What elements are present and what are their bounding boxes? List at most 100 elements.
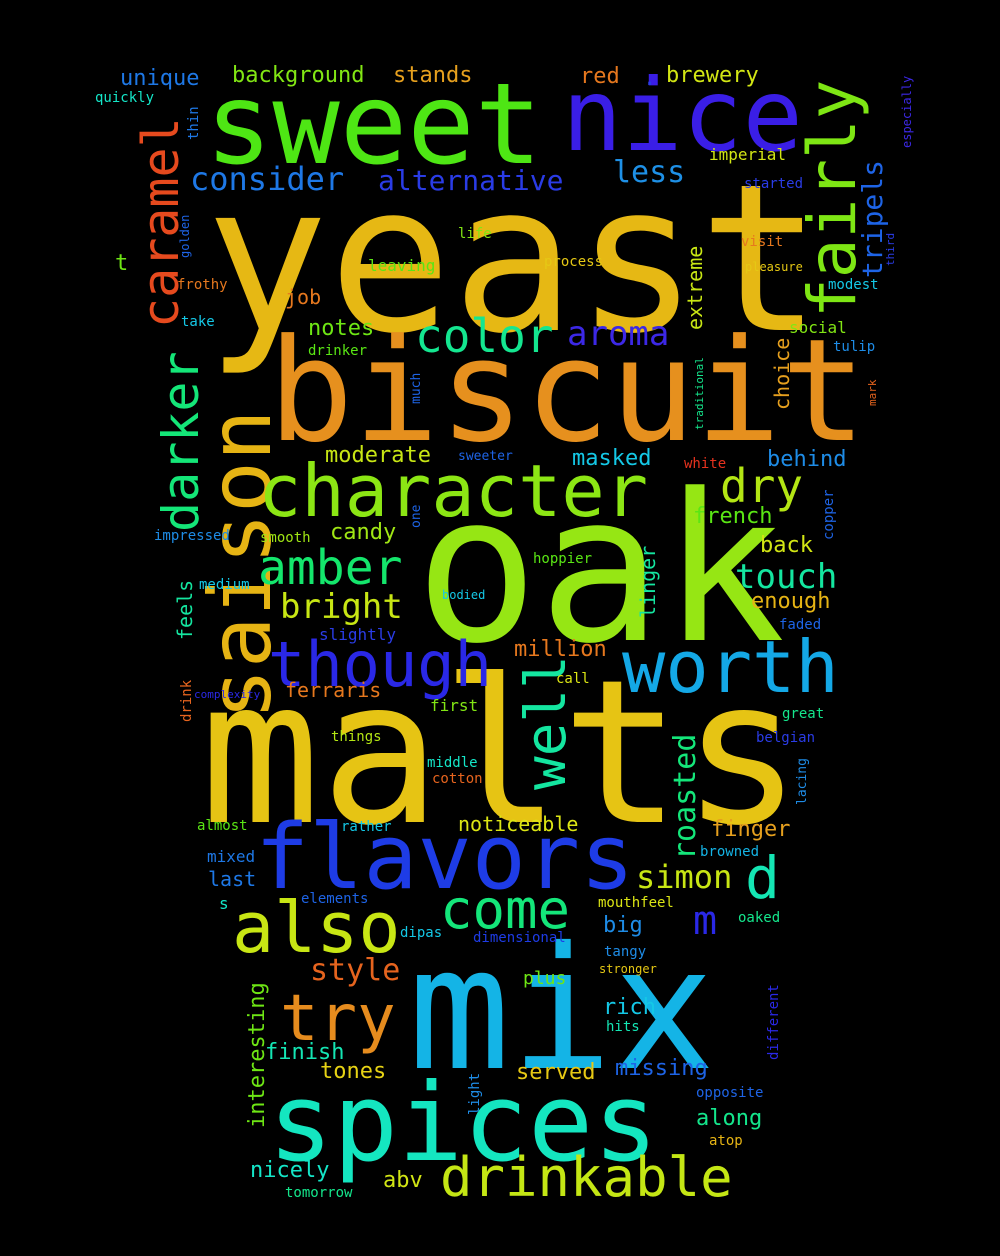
word-smooth: smooth [260, 530, 311, 546]
word-aroma: aroma [567, 314, 669, 354]
word-roasted: roasted [668, 734, 703, 860]
word-worth: worth [622, 625, 839, 709]
word-sweeter: sweeter [458, 449, 513, 464]
word-drink: drink [179, 679, 195, 722]
word-belgian: belgian [756, 730, 815, 746]
word-stands: stands [393, 63, 472, 88]
word-last: last [208, 867, 256, 891]
word-linger: linger [636, 546, 660, 618]
word-one: one [409, 504, 424, 528]
word-tomorrow: tomorrow [285, 1185, 353, 1201]
word-modest: modest [828, 277, 879, 293]
word-dot: . [643, 66, 656, 91]
word-frothy: frothy [177, 277, 228, 293]
word-finish: finish [265, 1040, 344, 1065]
word-million: million [514, 637, 607, 662]
word-lacing: lacing [795, 758, 810, 805]
word-bodied: bodied [442, 588, 485, 602]
word-take: take [181, 314, 215, 330]
word-spices: spices [268, 1061, 658, 1186]
word-leaving: leaving [368, 256, 435, 275]
word-feels: feels [173, 580, 197, 640]
word-traditional: traditional [693, 357, 706, 430]
word-though: though [268, 628, 492, 701]
word-oaked: oaked [738, 910, 780, 926]
word-malts: malts [200, 637, 802, 870]
word-masked: masked [572, 446, 651, 471]
word-background: background [232, 63, 364, 88]
word-call: call [556, 671, 590, 687]
word-dry: dry [720, 459, 803, 513]
word-extreme: extreme [683, 246, 707, 330]
word-things: things [331, 729, 382, 745]
word-imperial: imperial [709, 145, 786, 164]
word-great: great [782, 706, 824, 722]
word-style: style [310, 953, 400, 988]
word-well: well [514, 655, 579, 790]
word-color: color [415, 309, 553, 363]
word-tripels: tripels [856, 160, 889, 278]
word-oak: oak [415, 451, 785, 689]
word-mouthfeel: mouthfeel [598, 895, 674, 911]
word-complexity: complexity [194, 688, 261, 701]
word-d: d [745, 844, 780, 912]
word-abv: abv [383, 1168, 423, 1193]
word-almost: almost [197, 818, 248, 834]
word-french: french [693, 504, 772, 529]
word-rather: rather [341, 819, 392, 835]
word-fairly: fairly [794, 80, 871, 318]
word-saison: saison [191, 409, 291, 720]
word-along: along [696, 1106, 762, 1131]
word-biscuit: biscuit [268, 309, 866, 474]
word-faded: faded [779, 617, 821, 633]
word-bright: bright [280, 587, 403, 627]
word-mark: mark [866, 379, 879, 406]
word-impressed: impressed [154, 528, 230, 544]
word-atop: atop [709, 1133, 743, 1149]
word-also: also [232, 887, 401, 969]
word-process: process [544, 254, 603, 270]
word-medium: medium [199, 577, 250, 593]
word-s: s [219, 894, 229, 913]
word-tangy: tangy [604, 944, 646, 960]
word-consider: consider [190, 160, 344, 198]
word-behind: behind [767, 447, 846, 472]
word-rich: rich [603, 995, 656, 1020]
word-copper: copper [821, 489, 837, 540]
word-elements: elements [301, 891, 368, 907]
word-caramel: caramel [132, 117, 190, 328]
word-simon: simon [636, 858, 732, 896]
word-cotton: cotton [432, 771, 483, 787]
word-light: light [467, 1073, 483, 1115]
word-enough: enough [751, 589, 830, 614]
word-visit: visit [741, 234, 783, 250]
word-different: different [766, 984, 782, 1060]
word-mixed: mixed [207, 847, 255, 866]
word-tones: tones [320, 1059, 386, 1084]
word-drinker: drinker [308, 343, 367, 359]
word-slightly: slightly [319, 625, 396, 644]
word-sweet: sweet [205, 60, 542, 190]
word-first: first [430, 696, 478, 715]
word-dipas: dipas [400, 925, 442, 941]
word-especially: especially [900, 76, 914, 148]
word-stronger: stronger [599, 962, 657, 976]
word-hoppier: hoppier [533, 551, 592, 567]
word-amber: amber [258, 540, 403, 596]
word-less: less [613, 155, 685, 190]
word-much: much [409, 373, 424, 404]
word-big: big [603, 913, 643, 938]
word-dimensional: dimensional [473, 930, 566, 946]
word-opposite: opposite [696, 1085, 763, 1101]
word-ferraris: ferraris [285, 678, 381, 702]
word-drinkable: drinkable [440, 1146, 733, 1209]
word-served: served [516, 1060, 595, 1085]
word-middle: middle [427, 755, 478, 771]
word-browned: browned [700, 844, 759, 860]
word-missing: missing [615, 1056, 708, 1081]
word-touch: touch [735, 557, 837, 597]
word-interesting: interesting [245, 982, 270, 1128]
word-life: life [458, 226, 492, 242]
